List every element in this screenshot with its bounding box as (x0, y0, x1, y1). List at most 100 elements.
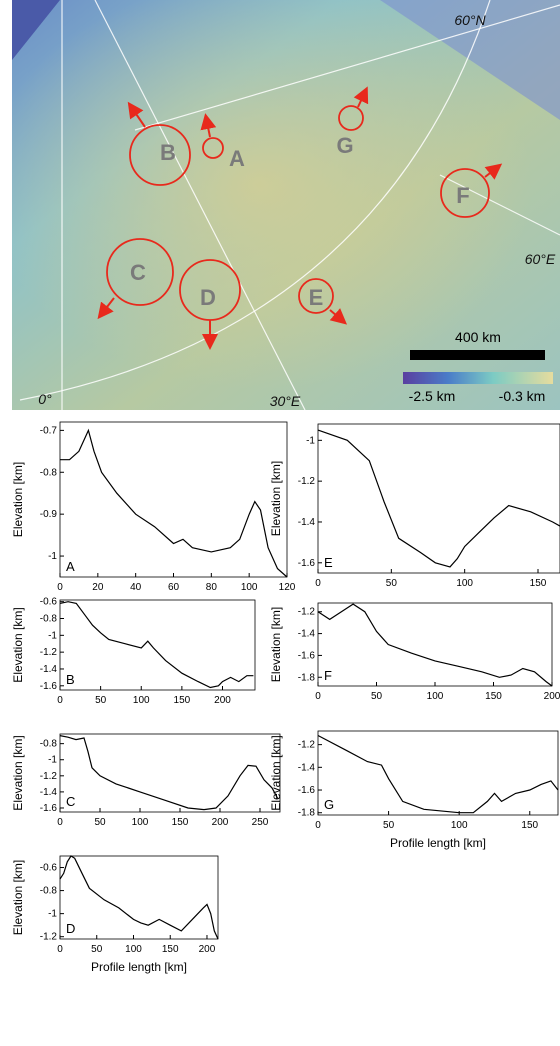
x-tick-label: 0 (57, 817, 63, 828)
x-tick-label: 200 (544, 691, 560, 702)
x-tick-label: 200 (212, 817, 229, 828)
arrow (484, 163, 503, 180)
region-circle (440, 168, 490, 218)
x-tick-label: 0 (57, 944, 63, 955)
y-tick-label: -1 (48, 755, 57, 766)
arrow (200, 113, 217, 138)
colorbar (403, 372, 553, 384)
plot-frame (59, 733, 281, 813)
y-tick-label: -0.8 (40, 614, 58, 625)
arrow (329, 308, 348, 325)
region-label: A (229, 146, 245, 171)
y-tick-label: -1.4 (40, 787, 58, 798)
x-tick-label: 150 (485, 691, 502, 702)
meridian (439, 174, 560, 236)
y-tick-label: -1.2 (298, 476, 316, 487)
map: A B C D E F G 60°N 60°E 0° 30°E 400 km -… (12, 0, 560, 411)
y-tick-label: -1.6 (298, 650, 316, 661)
region-circle (129, 124, 191, 186)
x-tick-label: 100 (427, 691, 444, 702)
x-tick-label: 120 (279, 582, 296, 593)
y-tick-label: -1.2 (40, 932, 58, 943)
x-tick-label: 100 (241, 582, 258, 593)
x-tick-label: 50 (386, 578, 398, 589)
profile-line (59, 601, 254, 689)
meridian (94, 0, 306, 411)
panel-label: A (66, 559, 75, 574)
y-tick-label: -0.8 (40, 739, 58, 750)
y-tick-label: -0.8 (40, 467, 58, 478)
y-tick-label: -0.6 (40, 597, 58, 608)
plot-frame (317, 730, 559, 816)
x-tick-label: 60 (168, 582, 180, 593)
y-tick-label: -1.2 (40, 647, 58, 658)
y-tick-label: -1.2 (298, 740, 316, 751)
y-tick-label: -1 (306, 435, 315, 446)
y-tick-label: -0.6 (40, 863, 58, 874)
x-tick-label: 0 (315, 578, 321, 589)
x-tick-label: 0 (315, 691, 321, 702)
region-label: B (160, 140, 176, 165)
region-label: E (309, 285, 324, 310)
panel-label: B (66, 672, 75, 687)
y-axis-label: Elevation [km] (11, 462, 25, 537)
x-tick-label: 80 (206, 582, 218, 593)
x-axis-label: Profile length [km] (91, 960, 187, 974)
lon-label: 60°E (525, 251, 556, 267)
x-tick-label: 0 (315, 820, 321, 831)
panel-label: F (324, 668, 332, 683)
y-tick-label: -1.4 (298, 517, 316, 528)
y-tick-label: -1.6 (298, 785, 316, 796)
lat-label: 60°N (454, 12, 486, 28)
map-shade (12, 0, 60, 60)
panel-label: G (324, 797, 334, 812)
map-highland (12, 0, 560, 410)
region-label: D (200, 285, 216, 310)
x-tick-label: 100 (132, 817, 149, 828)
profile-line (60, 428, 288, 578)
y-tick-label: -1.2 (40, 771, 58, 782)
lon-label: 30°E (270, 393, 301, 409)
panel-label: E (324, 555, 333, 570)
y-axis-label: Elevation [km] (11, 860, 25, 935)
region-circle (298, 278, 334, 314)
colorbar-min: -2.5 km (409, 388, 456, 404)
y-axis-label: Elevation [km] (11, 607, 25, 682)
region-circle (202, 137, 224, 159)
x-tick-label: 100 (451, 820, 468, 831)
x-tick-label: 150 (172, 817, 189, 828)
plot-frame (317, 602, 553, 687)
y-tick-label: -1.8 (298, 808, 316, 819)
x-tick-label: 50 (383, 820, 395, 831)
x-tick-label: 20 (92, 582, 104, 593)
x-tick-label: 150 (162, 944, 179, 955)
plot-frame (317, 423, 560, 574)
region-label: F (456, 183, 469, 208)
arrow (353, 86, 369, 108)
x-tick-label: 50 (371, 691, 383, 702)
arrow (97, 297, 115, 320)
y-tick-label: -1.6 (40, 803, 58, 814)
region-circle (338, 105, 364, 131)
y-tick-label: -1.4 (298, 629, 316, 640)
panel-label: C (66, 794, 75, 809)
x-tick-label: 50 (94, 817, 106, 828)
plot-frame (59, 421, 288, 578)
colorbar-max: -0.3 km (499, 388, 546, 404)
y-tick-label: -0.9 (40, 509, 58, 520)
x-tick-label: 200 (214, 695, 231, 706)
x-tick-label: 150 (521, 820, 538, 831)
x-tick-label: 150 (174, 695, 191, 706)
y-axis-label: Elevation [km] (269, 607, 283, 682)
profile-line (59, 855, 219, 940)
panel-label: D (66, 921, 75, 936)
y-tick-label: -1.8 (298, 672, 316, 683)
x-axis-label: Profile length [km] (390, 836, 486, 850)
plot-frame (59, 855, 219, 940)
profile-line (317, 734, 559, 814)
x-tick-label: 0 (57, 695, 63, 706)
x-tick-label: 50 (95, 695, 107, 706)
x-tick-label: 0 (57, 582, 63, 593)
profile-line (59, 735, 279, 811)
